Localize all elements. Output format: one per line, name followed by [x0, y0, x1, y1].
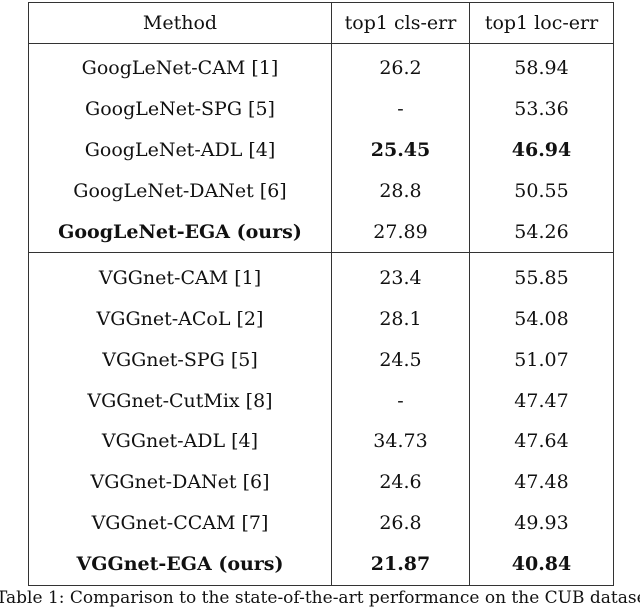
cls-err-cell: 28.8 — [331, 170, 470, 212]
cls-err-cell: - — [331, 380, 470, 422]
cls-err-cell: 24.5 — [331, 339, 470, 381]
table-row: VGGnet-DANet [6] 24.6 47.48 — [28, 461, 614, 503]
table-row: GoogLeNet-EGA (ours) 27.89 54.26 — [28, 211, 614, 254]
loc-err-cell-best: 40.84 — [469, 543, 614, 586]
table-caption: Table 1: Comparison to the state-of-the-… — [0, 588, 640, 608]
loc-err-cell: 47.48 — [469, 461, 614, 503]
table-row: VGGnet-ACoL [2] 28.1 54.08 — [28, 298, 614, 340]
table-row: GoogLeNet-DANet [6] 28.8 50.55 — [28, 170, 614, 212]
cls-err-cell-best: 21.87 — [331, 543, 470, 586]
cls-err-cell: 26.8 — [331, 502, 470, 544]
method-cell: GoogLeNet-SPG [5] — [28, 88, 332, 130]
method-cell: VGGnet-DANet [6] — [28, 461, 332, 503]
loc-err-cell: 47.47 — [469, 380, 614, 422]
table-row: GoogLeNet-ADL [4] 25.45 46.94 — [28, 129, 614, 171]
table-row: GoogLeNet-CAM [1] 26.2 58.94 — [28, 43, 614, 89]
method-cell: VGGnet-ADL [4] — [28, 421, 332, 462]
cls-err-cell: 26.2 — [331, 43, 470, 89]
cls-err-cell: 24.6 — [331, 461, 470, 503]
table-row: VGGnet-EGA (ours) 21.87 40.84 — [28, 543, 614, 586]
header-loc-err: top1 loc-err — [469, 2, 614, 44]
method-cell: VGGnet-CCAM [7] — [28, 502, 332, 544]
header-row: Method top1 cls-err top1 loc-err — [28, 2, 614, 44]
method-cell: VGGnet-ACoL [2] — [28, 298, 332, 340]
table-row: GoogLeNet-SPG [5] - 53.36 — [28, 88, 614, 130]
table-row: VGGnet-SPG [5] 24.5 51.07 — [28, 339, 614, 381]
loc-err-cell: 47.64 — [469, 421, 614, 462]
method-cell-ours: VGGnet-EGA (ours) — [28, 543, 332, 586]
loc-err-cell: 58.94 — [469, 43, 614, 89]
table-row: VGGnet-ADL [4] 34.73 47.64 — [28, 421, 614, 462]
loc-err-cell: 50.55 — [469, 170, 614, 212]
loc-err-cell: 51.07 — [469, 339, 614, 381]
cls-err-cell: 34.73 — [331, 421, 470, 462]
method-cell: VGGnet-CAM [1] — [28, 252, 332, 299]
loc-err-cell: 54.26 — [469, 211, 614, 254]
cls-err-cell-best: 25.45 — [331, 129, 470, 171]
method-cell: VGGnet-SPG [5] — [28, 339, 332, 381]
table-row: VGGnet-CCAM [7] 26.8 49.93 — [28, 502, 614, 544]
cls-err-cell: - — [331, 88, 470, 130]
results-table-container: Method top1 cls-err top1 loc-err GoogLeN… — [28, 2, 614, 586]
method-cell: VGGnet-CutMix [8] — [28, 380, 332, 422]
table-row: VGGnet-CAM [1] 23.4 55.85 — [28, 252, 614, 299]
cls-err-cell: 28.1 — [331, 298, 470, 340]
header-method: Method — [28, 2, 332, 44]
table-row: VGGnet-CutMix [8] - 47.47 — [28, 380, 614, 422]
method-cell: GoogLeNet-CAM [1] — [28, 43, 332, 89]
cls-err-cell: 23.4 — [331, 252, 470, 299]
method-cell: GoogLeNet-DANet [6] — [28, 170, 332, 212]
loc-err-cell: 54.08 — [469, 298, 614, 340]
method-cell-ours: GoogLeNet-EGA (ours) — [28, 211, 332, 254]
loc-err-cell: 55.85 — [469, 252, 614, 299]
loc-err-cell: 49.93 — [469, 502, 614, 544]
header-cls-err: top1 cls-err — [331, 2, 470, 44]
loc-err-cell: 53.36 — [469, 88, 614, 130]
cls-err-cell: 27.89 — [331, 211, 470, 254]
loc-err-cell-best: 46.94 — [469, 129, 614, 171]
method-cell: GoogLeNet-ADL [4] — [28, 129, 332, 171]
results-table: Method top1 cls-err top1 loc-err GoogLeN… — [28, 2, 614, 586]
